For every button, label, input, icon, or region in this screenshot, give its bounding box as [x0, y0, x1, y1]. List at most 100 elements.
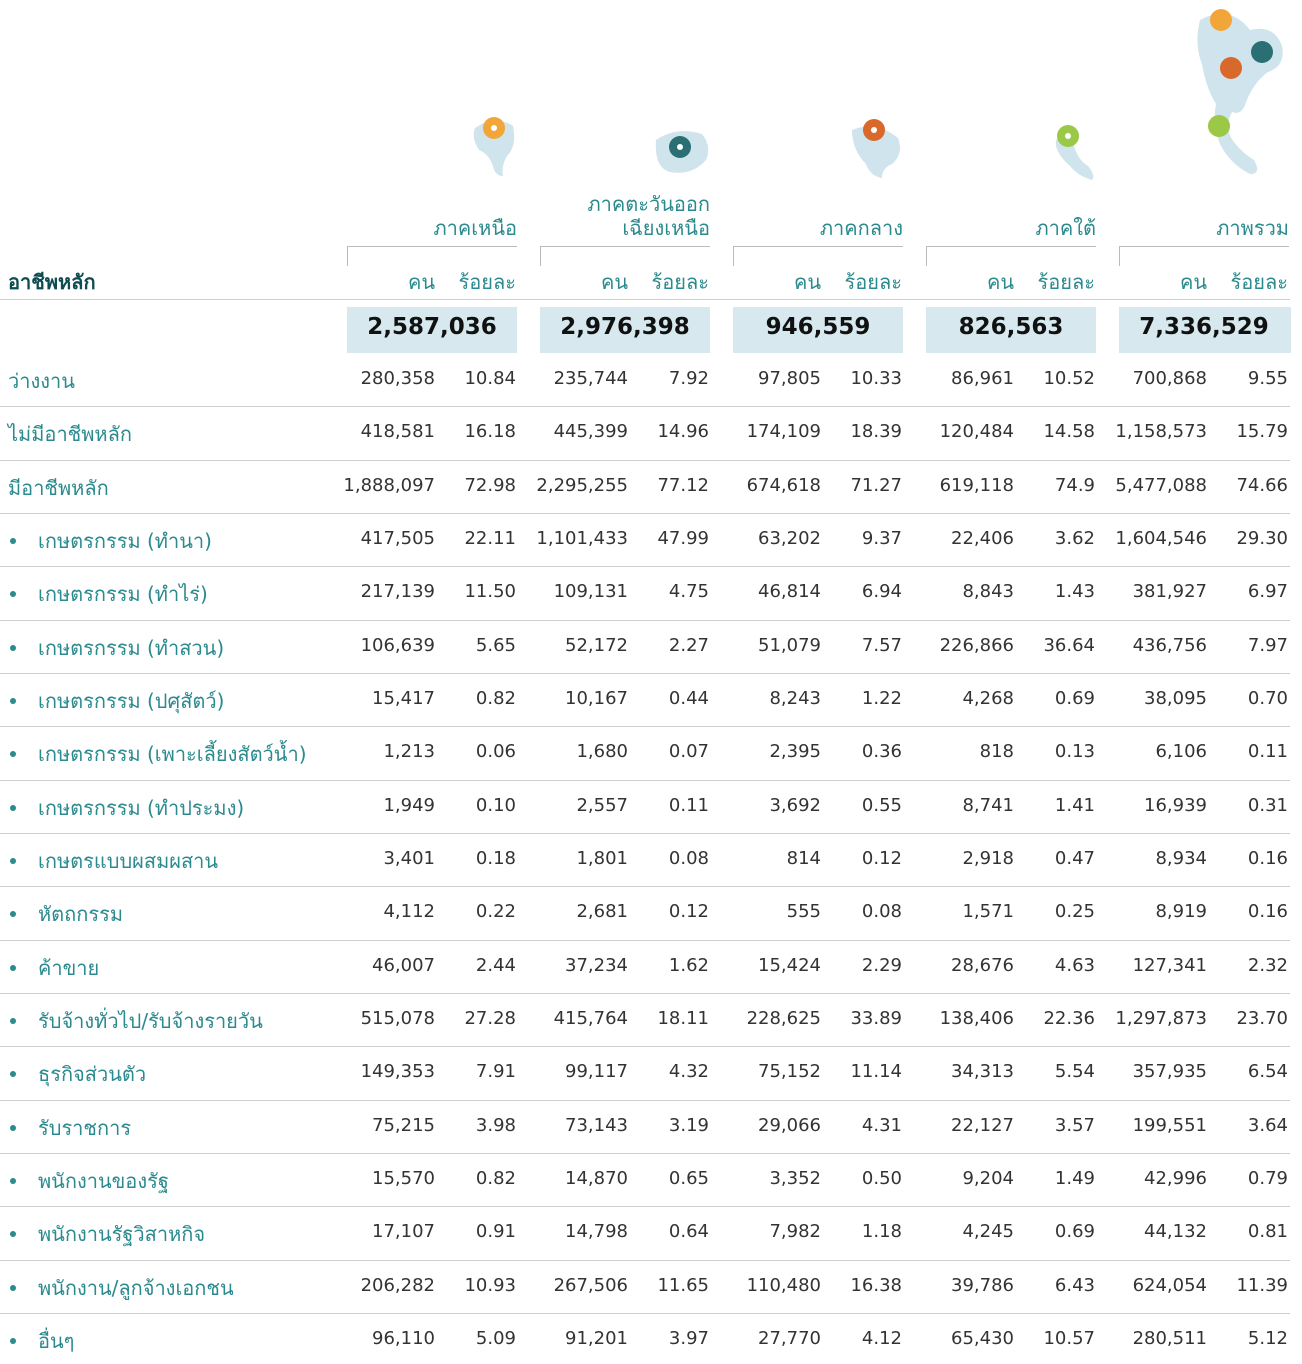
map-thailand [1197, 9, 1283, 175]
cell: 16.18 [464, 421, 516, 443]
region-name: ภาคตะวันออก [587, 192, 710, 216]
cell: 3.97 [668, 1327, 709, 1349]
row-rule [0, 939, 1290, 941]
cell: 0.13 [1054, 741, 1095, 763]
cell: 110,480 [746, 1274, 821, 1296]
cell: 138,406 [939, 1007, 1014, 1029]
cell: 0.10 [475, 794, 516, 816]
cell: 3.19 [668, 1114, 709, 1136]
region-bracket [1119, 246, 1289, 247]
cell: 4.31 [861, 1114, 902, 1136]
cell: 0.12 [861, 847, 902, 869]
cell: 4.32 [668, 1061, 709, 1083]
cell: 44,132 [1144, 1221, 1207, 1243]
cell: 1,680 [576, 741, 628, 763]
cell: 96,110 [372, 1327, 435, 1349]
cell: 9.55 [1247, 368, 1288, 389]
cell: 3.98 [475, 1114, 516, 1136]
row-label: อื่นๆ [38, 1328, 75, 1353]
row-label: ว่างงาน [8, 369, 75, 393]
cell: 15.79 [1236, 421, 1288, 443]
cell: 65,430 [951, 1327, 1014, 1349]
cell: 6,106 [1155, 741, 1207, 763]
cell: 23.70 [1236, 1007, 1288, 1029]
region-total: 2,587,036 [367, 314, 497, 340]
cell: 2.27 [668, 634, 709, 656]
cell: 1,297,873 [1115, 1007, 1207, 1029]
cell: 51,079 [758, 634, 821, 656]
cell: 0.08 [861, 901, 902, 923]
cell: 15,417 [372, 687, 435, 709]
cell: 46,814 [758, 581, 821, 603]
cell: 0.55 [861, 794, 902, 816]
region-bracket [540, 246, 710, 247]
cell: 415,764 [553, 1007, 628, 1029]
cell: 11.50 [464, 581, 516, 603]
cell: 3.64 [1247, 1114, 1288, 1136]
cell: 0.18 [475, 847, 516, 869]
cell: 127,341 [1132, 954, 1207, 976]
cell: 515,078 [360, 1007, 435, 1029]
cell: 10.52 [1043, 368, 1095, 389]
cell: 22.36 [1043, 1007, 1095, 1029]
row-rule [0, 1046, 1290, 1048]
cell: 0.11 [668, 794, 709, 816]
cell: 39,786 [951, 1274, 1014, 1296]
row-label: พนักงานรัฐวิสาหกิจ [38, 1222, 206, 1247]
map-south [1055, 125, 1094, 180]
cell: 5.09 [475, 1327, 516, 1349]
cell: 3.62 [1054, 527, 1095, 549]
cell: 2.32 [1247, 954, 1288, 976]
cell: 1.41 [1054, 794, 1095, 816]
bullet [10, 1017, 16, 1024]
cell: 72.98 [464, 474, 516, 496]
cell: 2,681 [576, 901, 628, 923]
region-bracket [733, 246, 903, 247]
region-bracket-tick [347, 246, 348, 266]
row-label: เกษตรกรรม (เพาะเลี้ยงสัตว์น้ำ) [38, 742, 307, 767]
cell: 0.81 [1247, 1221, 1288, 1243]
cell: 555 [786, 901, 821, 923]
map-central [852, 119, 900, 178]
cell: 7.57 [861, 634, 902, 656]
cell: 0.79 [1247, 1167, 1288, 1189]
cell: 106,639 [360, 634, 435, 656]
row-rule [0, 832, 1290, 834]
cell: 9.37 [861, 527, 902, 549]
cell: 14.96 [657, 421, 709, 443]
total-box [347, 307, 517, 353]
total-box [540, 307, 710, 353]
row-label: เกษตรกรรม (ทำนา) [38, 528, 212, 553]
cell: 27,770 [758, 1327, 821, 1349]
bullet [10, 804, 16, 811]
cell: 0.47 [1054, 847, 1095, 869]
map-north [473, 117, 515, 176]
cell: 0.91 [475, 1221, 516, 1243]
bullet [10, 644, 16, 651]
total-box [733, 307, 903, 353]
cell: 4,112 [383, 901, 435, 923]
cell: 10.33 [850, 368, 902, 389]
cell: 228,625 [746, 1007, 821, 1029]
cell: 8,243 [769, 687, 821, 709]
cell: 3,352 [769, 1167, 821, 1189]
cell: 109,131 [553, 581, 628, 603]
bullet [10, 697, 16, 704]
cell: 1,801 [576, 847, 628, 869]
cell: 1,158,573 [1115, 421, 1207, 443]
row-label: มีอาชีพหลัก [8, 475, 109, 500]
cell: 6.43 [1054, 1274, 1095, 1296]
cell: 226,866 [939, 634, 1014, 656]
row-rule [0, 406, 1290, 408]
cell: 52,172 [565, 634, 628, 656]
cell: 18.11 [657, 1007, 709, 1029]
cell: 5.12 [1247, 1327, 1288, 1349]
cell: 6.54 [1247, 1061, 1288, 1083]
header-rule [0, 299, 1290, 300]
cell: 33.89 [850, 1007, 902, 1029]
row-label: เกษตรกรรม (ทำไร่) [38, 582, 208, 607]
cell: 37,234 [565, 954, 628, 976]
cell: 7.91 [475, 1061, 516, 1083]
cell: 42,996 [1144, 1167, 1207, 1189]
